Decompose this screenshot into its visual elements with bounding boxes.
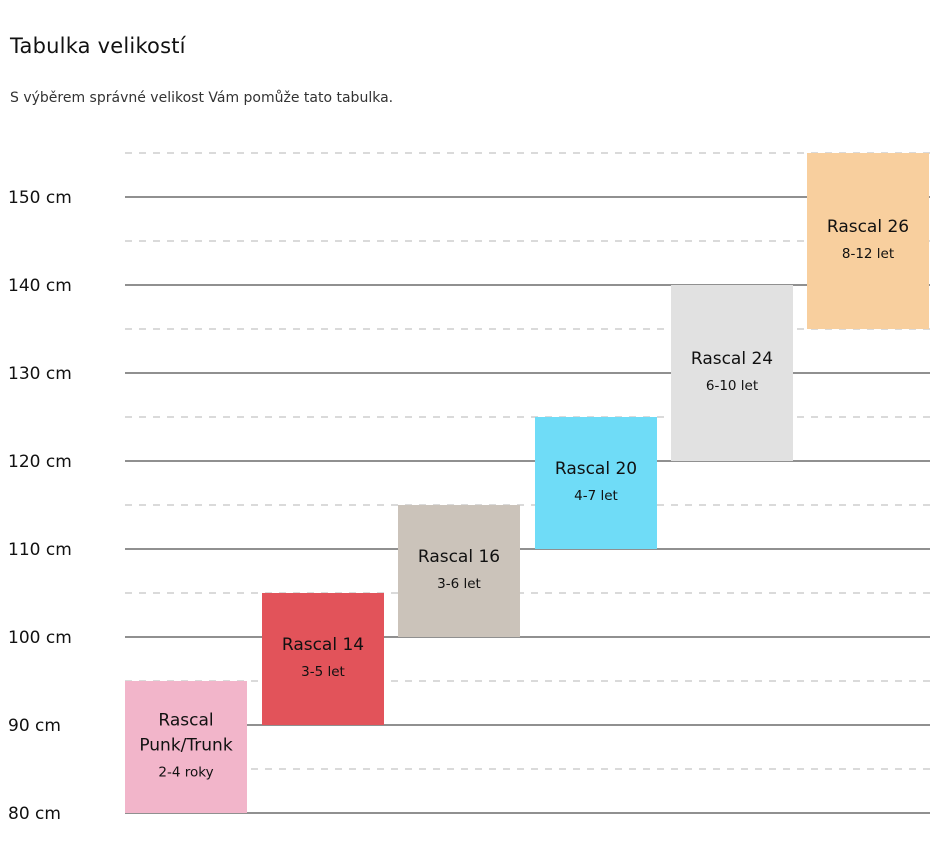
y-tick-label: 90 cm (8, 716, 61, 736)
y-tick-label: 110 cm (8, 540, 72, 560)
y-tick-label: 100 cm (8, 628, 72, 648)
y-tick-label: 80 cm (8, 804, 61, 824)
bar-age-label: 8-12 let (842, 246, 894, 262)
y-tick-label: 140 cm (8, 276, 72, 296)
bar-age-label: 6-10 let (706, 378, 758, 394)
size-bar (535, 417, 657, 549)
y-tick-label: 130 cm (8, 364, 72, 384)
bar-name-label: Rascal 14 (282, 635, 364, 655)
y-tick-label: 150 cm (8, 188, 72, 208)
size-bar (671, 285, 793, 461)
bar-name-label: Rascal (158, 711, 213, 731)
bar-name-label: Rascal 24 (691, 349, 773, 369)
bar-name-label: Punk/Trunk (139, 736, 232, 756)
y-tick-label: 120 cm (8, 452, 72, 472)
bar-name-label: Rascal 26 (827, 217, 909, 237)
page-title: Tabulka velikostí (10, 34, 186, 58)
bar-name-label: Rascal 16 (418, 547, 500, 567)
bar-age-label: 3-6 let (437, 576, 481, 592)
bar-age-label: 4-7 let (574, 488, 618, 504)
size-bar (125, 681, 247, 813)
bar-age-label: 2-4 roky (158, 765, 213, 781)
bar-name-label: Rascal 20 (555, 459, 637, 479)
size-bar (398, 505, 520, 637)
size-bar (807, 153, 929, 329)
page-subtitle: S výběrem správné velikost Vám pomůže ta… (10, 90, 394, 106)
size-bar (262, 593, 384, 725)
bar-age-label: 3-5 let (301, 664, 345, 680)
